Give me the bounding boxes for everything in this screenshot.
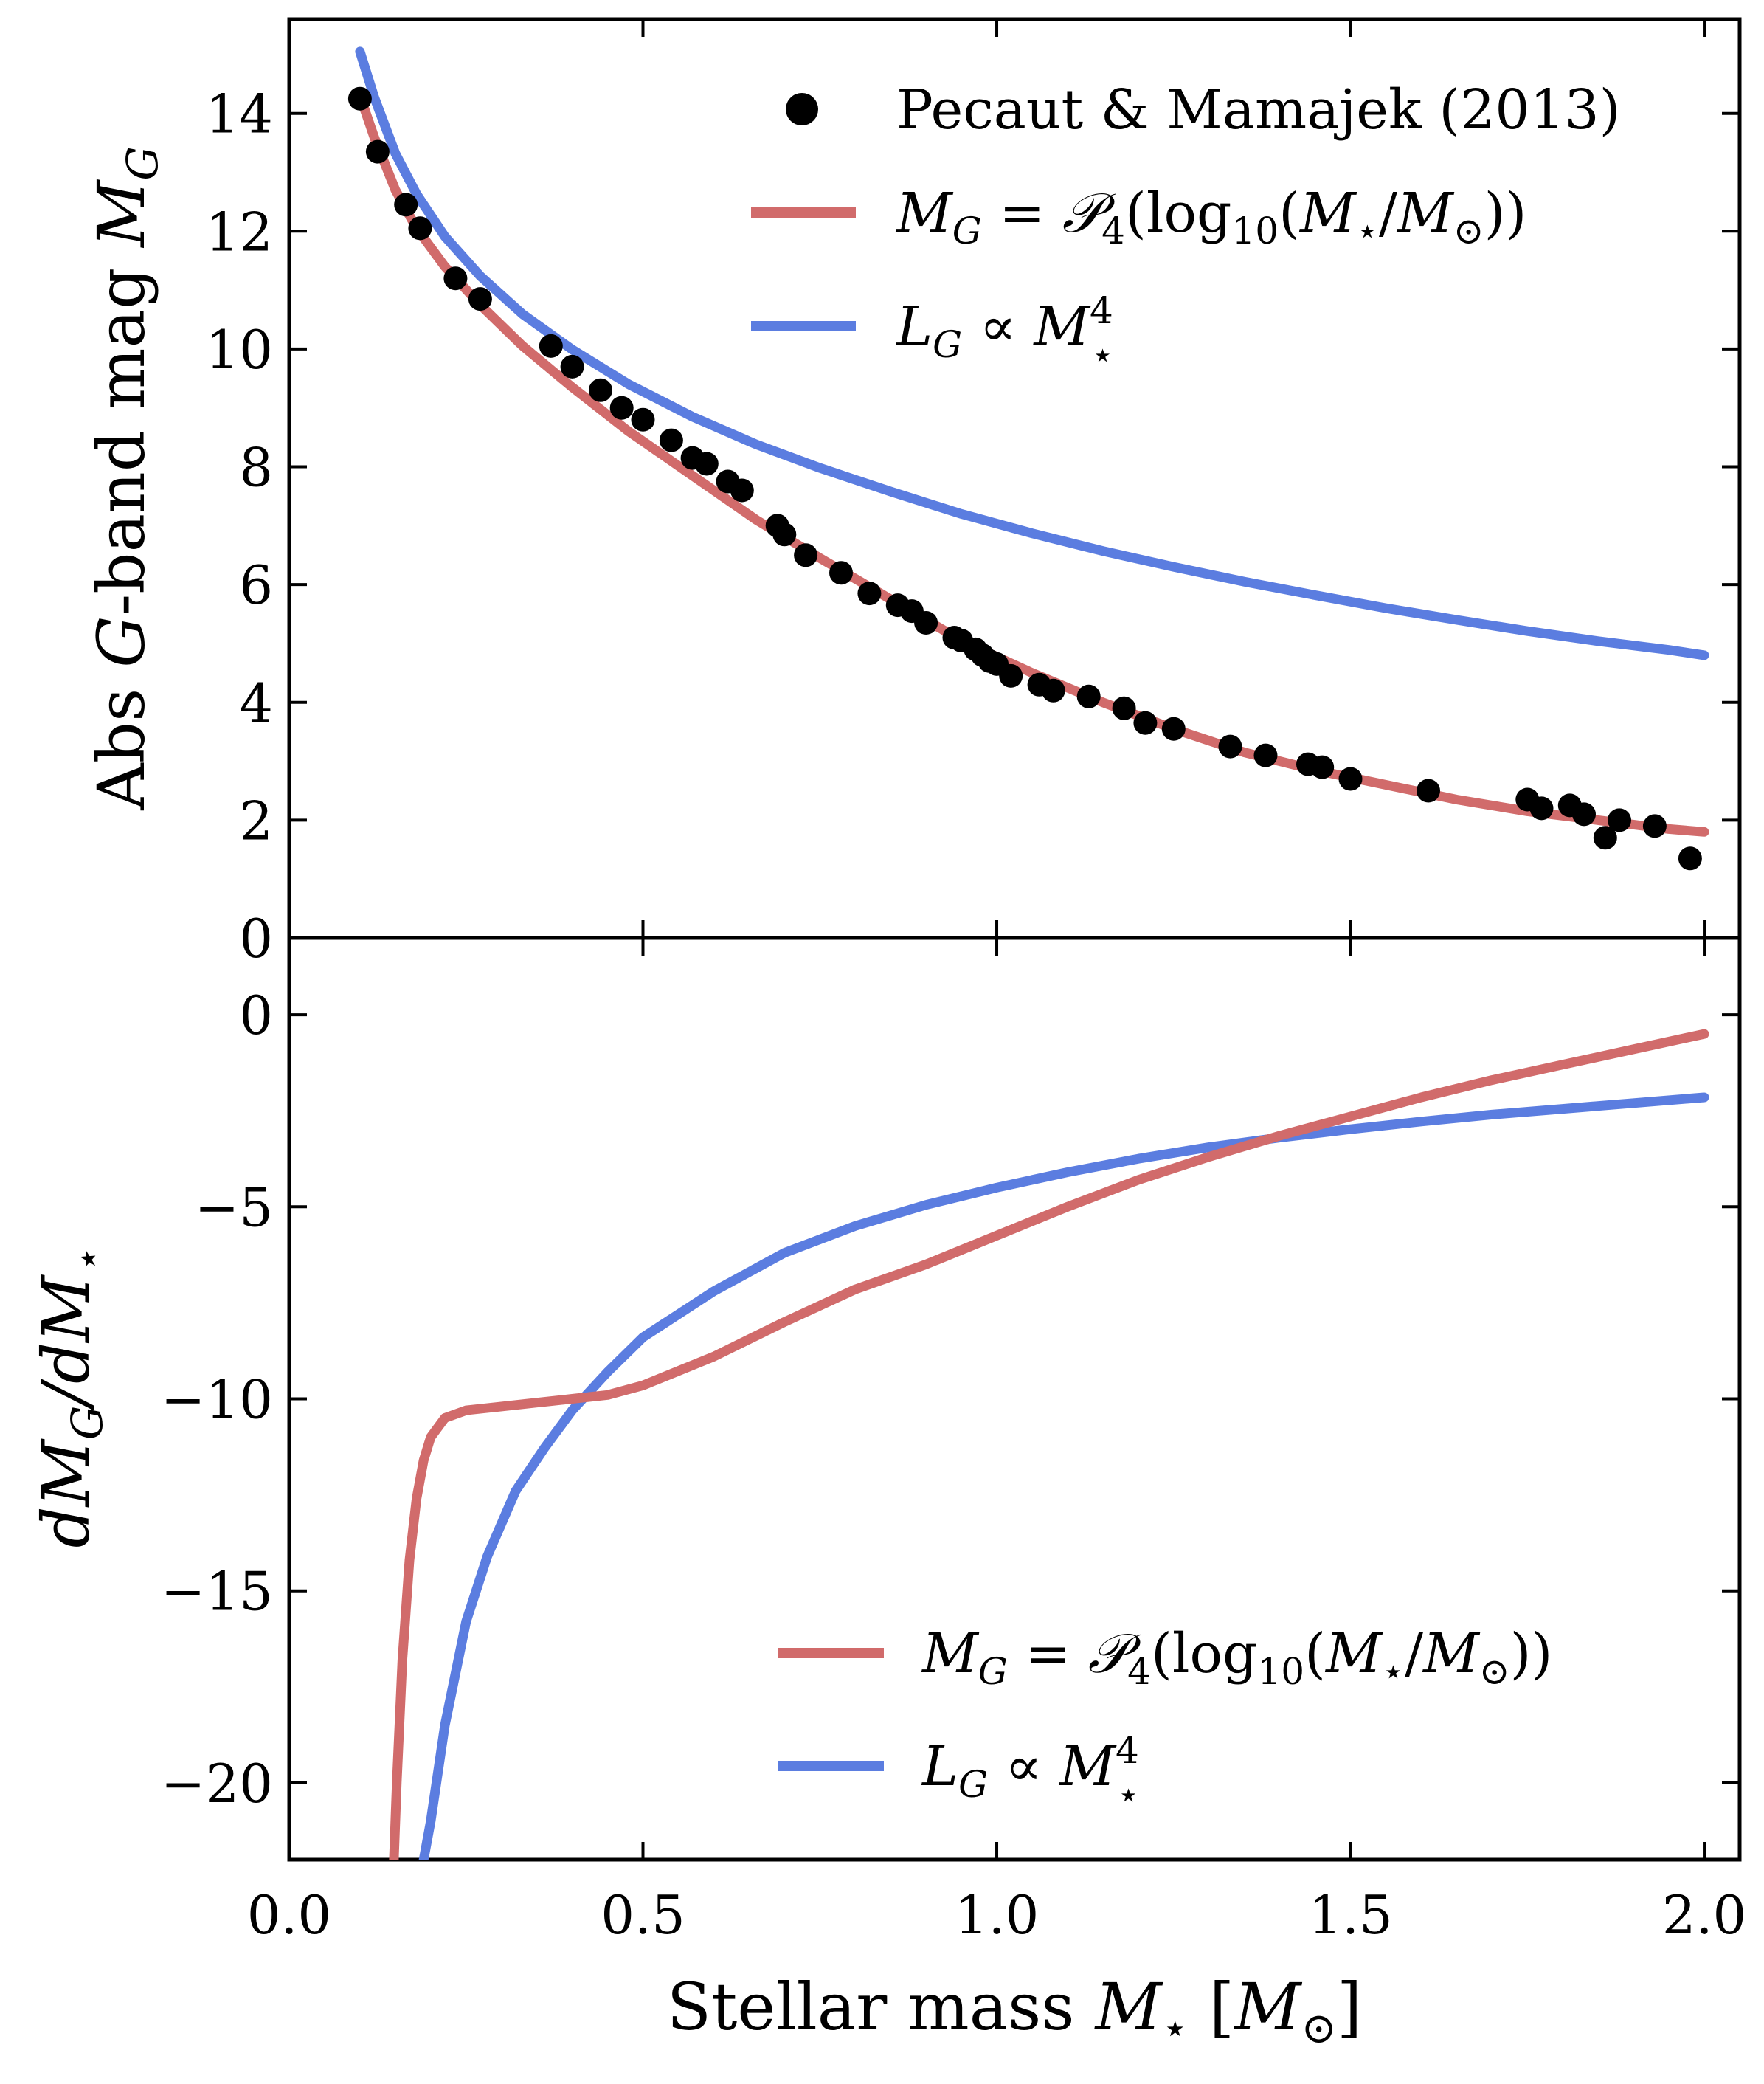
bottom-y-axis-title: dMG/dM⋆ (28, 1249, 112, 1548)
bottom-y-tick-label: −5 (195, 1176, 273, 1238)
top-y-tick-label: 6 (239, 554, 273, 616)
data-point (694, 452, 719, 476)
data-point (1076, 684, 1101, 708)
data-point (659, 428, 683, 452)
top-legend: Pecaut & Mamajek (2013) MG = 𝒫4(log10(M⋆… (751, 78, 1620, 376)
top-y-tick-label: 0 (239, 908, 273, 970)
x-axis-title: Stellar mass M⋆ [M⊙] (667, 1969, 1363, 2053)
data-point (1529, 796, 1554, 821)
top-y-tick-label: 14 (205, 83, 273, 145)
data-point (589, 378, 612, 402)
top-y-tick-label: 2 (239, 790, 273, 852)
data-point (999, 663, 1023, 688)
x-tick-label: 1.0 (955, 1884, 1040, 1946)
data-point (347, 86, 372, 111)
top-y-tick-label: 10 (205, 319, 273, 381)
data-point (1218, 734, 1242, 759)
bottom-legend: MG = 𝒫4(log10(M⋆/M⊙)) LG ∝ M4 ⋆ (778, 1622, 1552, 1816)
data-point (1642, 814, 1667, 838)
data-point (1253, 743, 1278, 767)
data-point (1041, 678, 1065, 703)
data-point (560, 354, 584, 379)
data-point (829, 561, 853, 585)
data-point (1338, 767, 1363, 791)
bottom-y-tick-label: −15 (161, 1561, 273, 1623)
top-panel-lines (355, 46, 1709, 837)
data-point (1112, 696, 1136, 720)
top-y-tick-label: 12 (205, 201, 273, 263)
data-point (1572, 802, 1596, 827)
x-tick-label: 2.0 (1662, 1884, 1747, 1946)
data-point (730, 478, 754, 503)
ticks-layer (288, 19, 1740, 1860)
data-point (1608, 808, 1631, 832)
data-point (857, 582, 882, 606)
data-point (631, 407, 655, 432)
tick-labels-layer: 0.0 0.5 1.0 1.5 2.0 0 2 4 6 8 10 12 14 0 −5 −10 −15 −20 (161, 83, 1746, 1946)
top-y-tick-label: 4 (239, 672, 273, 734)
bottom-panel-lines (389, 1029, 1709, 1860)
top-legend-label-power: LG ∝ M4 ⋆ (895, 289, 1114, 376)
data-point (1417, 779, 1440, 803)
data-point (365, 139, 390, 164)
data-point (408, 216, 432, 241)
x-tick-label: 0.5 (601, 1884, 685, 1946)
top-y-tick-label: 8 (239, 437, 273, 499)
bottom-series-power-line (418, 1092, 1709, 1860)
x-tick-label: 1.5 (1308, 1884, 1393, 1946)
data-point (468, 287, 492, 311)
data-point (1310, 755, 1335, 779)
bottom-y-tick-label: −10 (161, 1369, 273, 1431)
bottom-y-tick-label: 0 (239, 984, 273, 1046)
data-point (539, 334, 563, 358)
top-y-axis-title: Abs G-band mag MG (83, 146, 167, 811)
bottom-legend-label-power: LG ∝ M4 ⋆ (921, 1729, 1140, 1816)
data-point (1678, 846, 1702, 871)
bottom-legend-label-poly: MG = 𝒫4(log10(M⋆/M⊙)) (921, 1622, 1552, 1693)
top-legend-label-data: Pecaut & Mamajek (2013) (896, 78, 1620, 142)
top-legend-label-poly: MG = 𝒫4(log10(M⋆/M⊙)) (895, 182, 1526, 252)
data-point (443, 266, 468, 291)
top-series-power-line (355, 46, 1709, 660)
bottom-series-poly-line (389, 1029, 1709, 1860)
bottom-y-tick-label: −20 (161, 1753, 273, 1815)
data-point (394, 193, 418, 217)
data-point (794, 543, 818, 567)
top-panel-points (347, 86, 1702, 871)
data-point (1593, 826, 1617, 850)
data-point (1133, 711, 1158, 735)
data-point (609, 396, 634, 420)
data-point (772, 522, 797, 547)
top-legend-marker-data (786, 93, 818, 125)
data-point (1161, 717, 1186, 741)
data-point (914, 611, 938, 635)
x-tick-label: 0.0 (247, 1884, 332, 1946)
